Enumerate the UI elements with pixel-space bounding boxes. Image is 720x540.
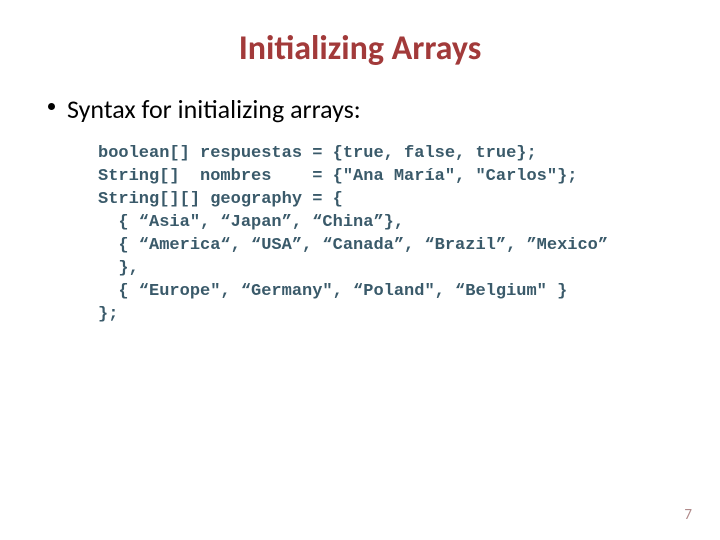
- page-number: 7: [684, 506, 692, 524]
- bullet-dot-icon: [48, 103, 55, 110]
- slide-title: Initializing Arrays: [40, 28, 680, 69]
- bullet-text: Syntax for initializing arrays:: [67, 93, 361, 125]
- bullet-row: Syntax for initializing arrays:: [40, 93, 680, 125]
- code-block: boolean[] respuestas = {true, false, tru…: [40, 143, 680, 327]
- slide-container: Initializing Arrays Syntax for initializ…: [0, 0, 720, 540]
